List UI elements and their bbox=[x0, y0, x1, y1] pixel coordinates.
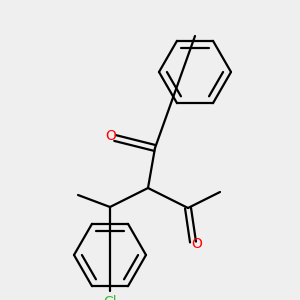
Text: O: O bbox=[192, 237, 203, 251]
Text: O: O bbox=[106, 129, 116, 143]
Text: Cl: Cl bbox=[103, 295, 117, 300]
